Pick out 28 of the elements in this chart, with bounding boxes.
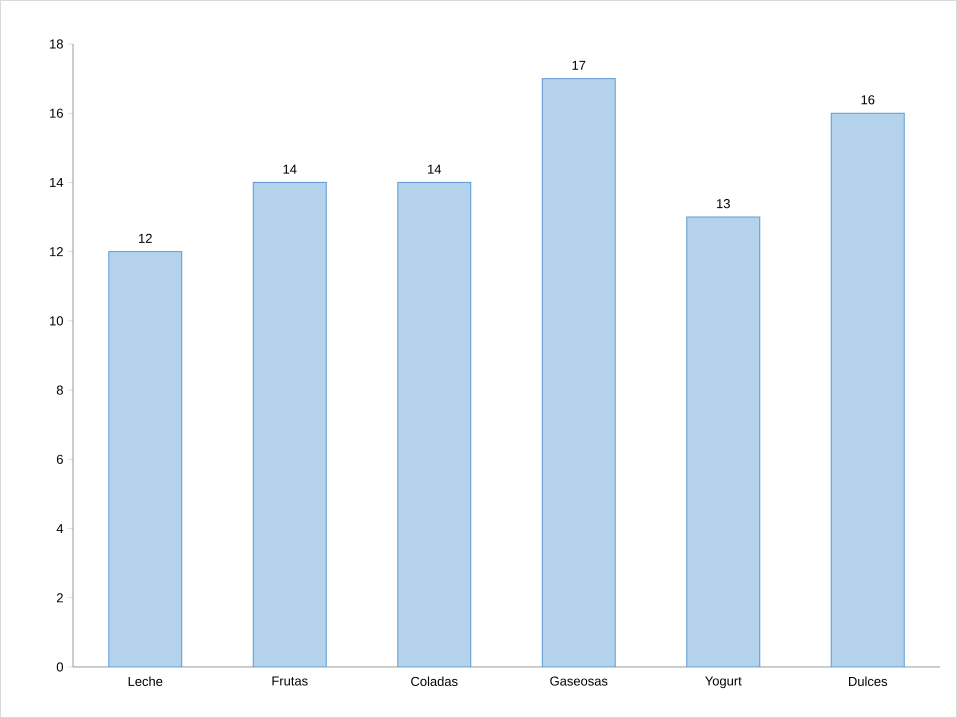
x-tick-label: Coladas: [411, 676, 458, 686]
bar: [397, 182, 472, 667]
data-label: 14: [428, 164, 442, 174]
x-tick-label: Gaseosas: [550, 676, 608, 686]
bar: [542, 78, 616, 667]
data-label: 17: [572, 60, 586, 70]
y-tick-label: 6: [56, 454, 63, 464]
y-tick-label: 14: [50, 178, 64, 187]
y-tick-label: 18: [50, 39, 63, 49]
data-label: 13: [717, 199, 730, 208]
bar: [252, 182, 327, 667]
x-tick-label: Frutas: [272, 676, 308, 686]
data-label: 12: [139, 234, 152, 243]
y-tick-label: 16: [50, 108, 63, 118]
y-tick-label: 12: [50, 247, 63, 256]
y-tick-label: 8: [56, 386, 63, 395]
bar: [108, 251, 182, 667]
y-tick-label: 10: [50, 316, 63, 326]
bar: [686, 216, 760, 667]
x-tick-label: Dulces: [849, 676, 888, 686]
bar: [830, 112, 905, 667]
x-tick-label: Yogurt: [705, 676, 742, 688]
data-label: 14: [284, 164, 297, 174]
y-tick-label: 0: [56, 662, 63, 672]
y-tick-label: 4: [56, 524, 64, 533]
data-label: 16: [862, 95, 874, 104]
x-tick-label: Leche: [128, 676, 162, 686]
y-tick-label: 2: [56, 593, 63, 602]
